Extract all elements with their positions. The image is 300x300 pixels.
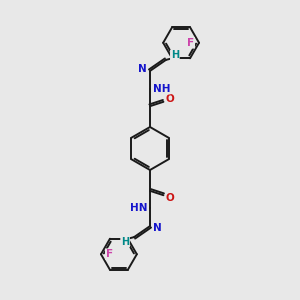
Text: H: H: [171, 50, 179, 60]
Text: F: F: [106, 249, 113, 259]
Text: NH: NH: [153, 84, 170, 94]
Text: O: O: [166, 94, 174, 104]
Text: O: O: [166, 193, 174, 202]
Text: N: N: [153, 223, 162, 232]
Text: H: H: [121, 237, 129, 247]
Text: N: N: [138, 64, 147, 74]
Text: F: F: [187, 38, 194, 48]
Text: HN: HN: [130, 203, 147, 214]
